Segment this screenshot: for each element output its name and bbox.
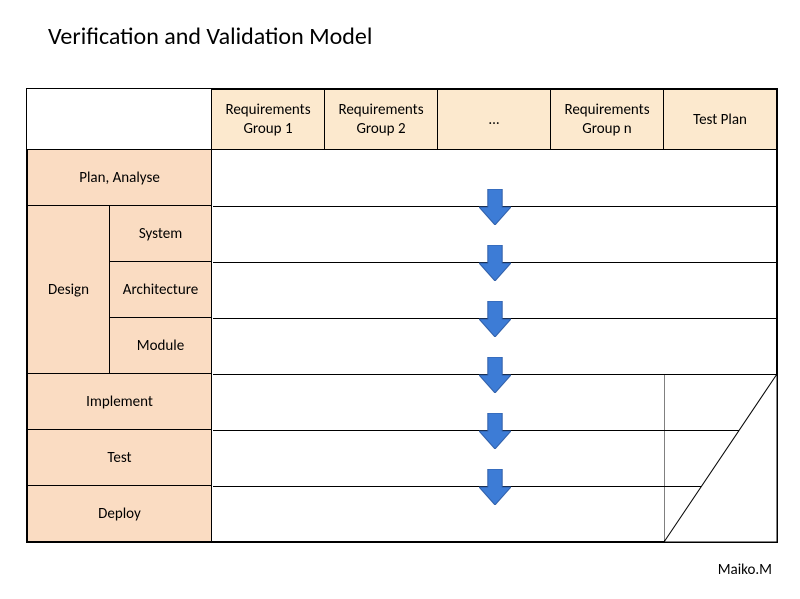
phase-label: Plan, Analyse bbox=[73, 169, 166, 188]
phase-deploy: Deploy bbox=[28, 486, 212, 542]
test-plan-diagonal bbox=[664, 374, 777, 542]
col-header-label: Test Plan bbox=[687, 111, 753, 130]
col-header-c0: Requirements Group 1 bbox=[212, 90, 325, 150]
col-header-label: ... bbox=[482, 111, 505, 130]
col-header-c3: Requirements Group n bbox=[551, 90, 664, 150]
phase-label: Design bbox=[42, 281, 95, 300]
phase-implement: Implement bbox=[28, 374, 212, 430]
col-header-c1: Requirements Group 2 bbox=[325, 90, 438, 150]
phase-test: Test bbox=[28, 430, 212, 486]
corner-blank bbox=[28, 90, 212, 150]
phase-label: Implement bbox=[80, 393, 159, 412]
phase-design-module: Module bbox=[110, 318, 212, 374]
phase-label: Architecture bbox=[117, 281, 204, 300]
phase-label: Module bbox=[131, 337, 190, 356]
phase-design-architecture: Architecture bbox=[110, 262, 212, 318]
col-header-label: Requirements Group n bbox=[551, 101, 663, 139]
phase-label: Test bbox=[101, 449, 137, 468]
col-header-c4: Test Plan bbox=[664, 90, 777, 150]
phase-design-system: System bbox=[110, 206, 212, 262]
row-divider bbox=[213, 206, 778, 207]
phase-plan-analyse: Plan, Analyse bbox=[28, 150, 212, 206]
col-header-label: Requirements Group 1 bbox=[212, 101, 324, 139]
row-divider bbox=[213, 262, 778, 263]
credit-text: Maiko.M bbox=[718, 561, 772, 579]
row-divider bbox=[213, 318, 778, 319]
col-header-label: Requirements Group 2 bbox=[325, 101, 437, 139]
phase-label: System bbox=[133, 225, 188, 244]
phase-label: Deploy bbox=[92, 505, 147, 524]
col-header-c2: ... bbox=[438, 90, 551, 150]
page-title: Verification and Validation Model bbox=[48, 22, 372, 51]
phase-design: Design bbox=[28, 206, 110, 374]
diagonal-icon bbox=[664, 374, 777, 542]
